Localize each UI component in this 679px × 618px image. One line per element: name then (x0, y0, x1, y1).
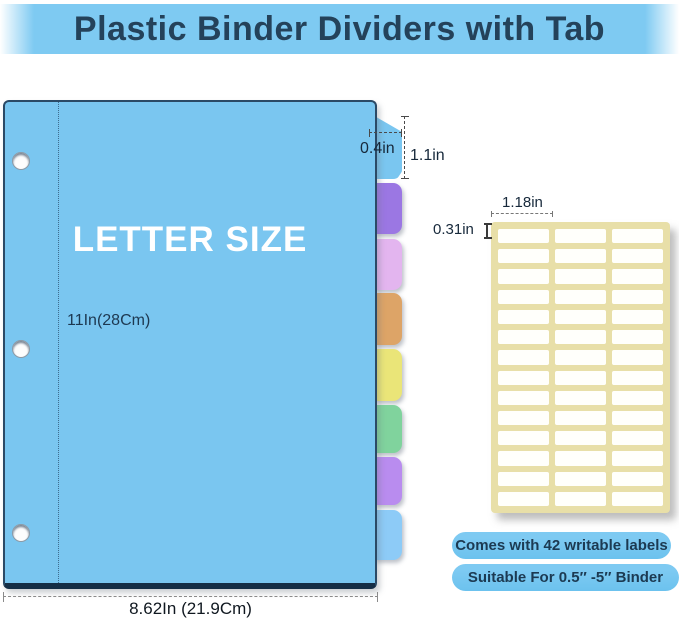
writable-label-cell (555, 289, 606, 304)
writable-label-cell (612, 451, 663, 466)
divider-tab-3 (374, 239, 402, 290)
tab-height-dimension: 1.1in (410, 147, 445, 164)
writable-label-cell (498, 249, 549, 264)
writable-label-cell (555, 431, 606, 446)
writable-label-cell (612, 229, 663, 244)
divider-tab-stack (374, 0, 402, 618)
punch-hole-middle (12, 340, 30, 358)
writable-label-cell (498, 491, 549, 506)
writable-label-cell (555, 471, 606, 486)
writable-label-cell (498, 289, 549, 304)
divider-tab-6 (374, 405, 402, 453)
writable-label-cell (498, 451, 549, 466)
writable-label-cell (555, 451, 606, 466)
writable-label-cell (555, 249, 606, 264)
writable-label-cell (612, 269, 663, 284)
label-height-measure-bracket (484, 223, 492, 239)
writable-label-cell (555, 309, 606, 325)
label-width-measure-line (491, 211, 553, 217)
writable-label-cell (555, 410, 606, 426)
label-width-dimension: 1.18in (502, 194, 543, 211)
writable-label-cell (612, 431, 663, 446)
sheet-width-measure-line (3, 592, 378, 602)
writable-label-cell (555, 491, 606, 506)
writable-label-cell (612, 491, 663, 506)
writable-label-cell (612, 309, 663, 325)
writable-label-cell (498, 431, 549, 446)
divider-size-label: LETTER SIZE (72, 220, 308, 259)
writable-label-cell (612, 249, 663, 264)
divider-tab-4 (374, 293, 402, 345)
writable-label-cell (498, 269, 549, 284)
divider-width-dimension: 8.62In (21.9Cm) (129, 599, 252, 618)
label-grid (498, 229, 663, 506)
writable-label-cell (555, 269, 606, 284)
divider-height-dimension: 11In(28Cm) (67, 312, 151, 329)
divider-tab-7 (374, 457, 402, 505)
tab-height-measure-line (401, 116, 409, 179)
badge-binder-size: Suitable For 0.5″ -5″ Binder (452, 564, 679, 591)
label-height-dimension: 0.31in (433, 221, 474, 238)
tab-width-measure-line (369, 129, 402, 137)
writable-label-cell (498, 410, 549, 426)
writable-label-cell (612, 350, 663, 365)
writable-label-cell (555, 370, 606, 385)
writable-label-cell (612, 390, 663, 405)
writable-label-cell (555, 350, 606, 365)
writable-label-cell (612, 330, 663, 345)
tab-width-dimension: 0.4in (360, 140, 395, 157)
divider-sheet: LETTER SIZE 11In(28Cm) (3, 100, 377, 589)
writable-label-cell (498, 370, 549, 385)
height-measure-line (58, 102, 59, 583)
divider-tab-8 (374, 510, 402, 560)
writable-label-cell (612, 370, 663, 385)
writable-label-cell (555, 229, 606, 244)
label-sheet (491, 222, 670, 513)
punch-hole-bottom (12, 524, 30, 542)
writable-label-cell (555, 330, 606, 345)
badge-writable-labels: Comes with 42 writable labels (452, 532, 671, 559)
writable-label-cell (498, 330, 549, 345)
writable-label-cell (612, 289, 663, 304)
writable-label-cell (498, 229, 549, 244)
writable-label-cell (612, 471, 663, 486)
writable-label-cell (498, 390, 549, 405)
writable-label-cell (498, 471, 549, 486)
writable-label-cell (498, 350, 549, 365)
writable-label-cell (612, 410, 663, 426)
writable-label-cell (555, 390, 606, 405)
writable-label-cell (498, 309, 549, 325)
punch-hole-top (12, 152, 30, 170)
divider-tab-2 (374, 183, 402, 234)
divider-tab-5 (374, 349, 402, 401)
page-title: Plastic Binder Dividers with Tab (0, 4, 679, 54)
